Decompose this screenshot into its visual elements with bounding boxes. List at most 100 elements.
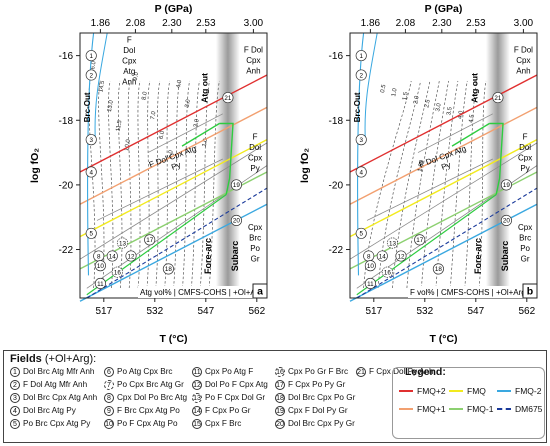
x-tick-label: 562 [248, 306, 265, 317]
field-circle-number: 8 [367, 253, 371, 260]
caption-backdrop [408, 286, 533, 298]
field-circle-10 [94, 260, 106, 272]
field-circle-4 [85, 166, 97, 178]
field-text: Dol Po F Cpx Atg [205, 380, 268, 389]
field-circle-2 [355, 69, 367, 81]
caption-backdrop [138, 286, 263, 298]
contour-label: 9.0 [133, 71, 140, 81]
field-number: 12 [192, 379, 202, 390]
atg-out-label: Atg out [470, 73, 480, 103]
field-circle-number: 2 [89, 72, 93, 79]
legend-swatch [399, 390, 413, 392]
legend-entry: FMQ+2 [399, 386, 446, 396]
field-circle-number: 12 [127, 253, 135, 260]
field-label-lower-right: Brc [249, 234, 261, 243]
atg-out-label: Atg out [200, 73, 210, 103]
contour-line [377, 80, 421, 289]
series-fmq-2 [349, 74, 538, 173]
field-item: 7 Po Cpx Brc Atg Gr [104, 378, 187, 391]
fore-arc-label: Fore-arc [473, 238, 483, 274]
field-number: 19 [275, 405, 285, 416]
fields-column: 16 Cpx Po Gr F Brc 17 F Cpx Po Py Gr 18 Dol B… [275, 365, 355, 430]
field-text: Cpx Po Gr F Brc [288, 367, 349, 376]
field-circle-14 [376, 250, 388, 262]
series-fmq-2 [79, 74, 268, 173]
top-tick-label: 1.86 [91, 18, 111, 29]
field-circle-number: 17 [146, 237, 154, 244]
x-tick-label: 517 [365, 306, 382, 317]
field-label-middle-line: Py [170, 160, 182, 172]
legend-swatch [399, 408, 413, 410]
field-label-lower-right: Cpx [248, 223, 262, 232]
field-label-middle-line: Py [440, 160, 452, 172]
field-label-lower-right: Po [520, 244, 530, 253]
field-circle-number: 12 [397, 253, 405, 260]
field-label-right: Py [250, 164, 259, 173]
legend-swatch [497, 408, 511, 410]
contour-label: 4.0 [176, 79, 183, 89]
field-circle-16 [111, 266, 123, 278]
phase-diagram-figure: 16.014.513.011.510.09.08.07.06.05.04.03.… [29, 3, 538, 345]
contour-label: 8.0 [141, 91, 148, 101]
field-circle-11 [364, 277, 376, 290]
field-label-top: Atg [123, 67, 135, 76]
series-fmq-1 [79, 106, 268, 205]
field-circle-number: 1 [359, 53, 363, 60]
field-number: 11 [192, 366, 202, 377]
brc-out-label: Brc-Out [83, 92, 92, 122]
y-tick-label: -16 [329, 51, 344, 62]
contour-line [392, 80, 431, 289]
panel-letter-box [252, 283, 268, 299]
field-circle-1 [355, 50, 367, 62]
legend-entry: FMQ [449, 386, 486, 396]
green-boundary [86, 194, 227, 296]
field-circle-18 [432, 263, 444, 275]
field-number: 15 [192, 418, 202, 429]
field-number: 6 [104, 366, 114, 377]
legend-entry: FMQ-1 [449, 404, 493, 414]
field-circle-number: 11 [97, 281, 104, 288]
contour-label: 3.0 [435, 102, 442, 112]
x-tick-label: 532 [146, 306, 163, 317]
top-tick-label: 2.08 [126, 18, 146, 29]
field-circle-number: 16 [114, 269, 122, 276]
field-text: Dol Brc Atg Mfr Anh [23, 367, 95, 376]
reaction-line [366, 158, 493, 221]
panel-letter-box [522, 283, 538, 299]
fore-arc-label: Fore-arc [203, 238, 213, 274]
field-label-top: Dol [123, 46, 135, 55]
field-circle-number: 10 [97, 263, 105, 270]
y-tick-label: -22 [329, 245, 344, 256]
field-circle-2 [85, 69, 97, 81]
y-tick-label: -18 [329, 116, 344, 127]
field-number: 16 [275, 366, 285, 377]
field-circle-number: 21 [224, 95, 232, 102]
field-circle-number: 18 [165, 266, 173, 273]
field-item: 16 Cpx Po Gr F Brc [275, 365, 355, 378]
field-circle-number: 4 [89, 169, 93, 176]
contour-line [435, 80, 459, 289]
legend-label: FMQ+2 [417, 386, 446, 396]
field-circle-21 [222, 92, 234, 104]
reaction-line [147, 113, 223, 153]
legend-entry: DM675 [497, 404, 542, 414]
field-number: 7 [104, 379, 114, 390]
field-label-top: F [127, 36, 132, 45]
contour-label: 6.0 [159, 130, 166, 140]
contour-label: 2.5 [424, 98, 431, 108]
series-dm675 [86, 187, 268, 299]
y-tick-label: -16 [59, 51, 74, 62]
field-item: 4 Dol Brc Atg Py [10, 404, 97, 417]
field-text: Dol Brc Cpx Po Gr [288, 393, 356, 402]
field-circle-5 [85, 227, 97, 239]
field-item: 17 F Cpx Po Py Gr [275, 378, 355, 391]
contour-label: 4.5 [468, 113, 475, 123]
contour-line [191, 80, 200, 289]
panel-letter: a [257, 286, 263, 298]
contour-label: 7.0 [150, 110, 157, 120]
legend-panel: Fields (+Ol+Arg): 1 Dol Brc Atg Mfr Anh 2 F… [3, 350, 547, 443]
field-circle-number: 20 [503, 218, 511, 225]
field-item: 3 Dol Brc Cpx Atg Anh [10, 391, 97, 404]
legend-label: DM675 [515, 404, 543, 414]
